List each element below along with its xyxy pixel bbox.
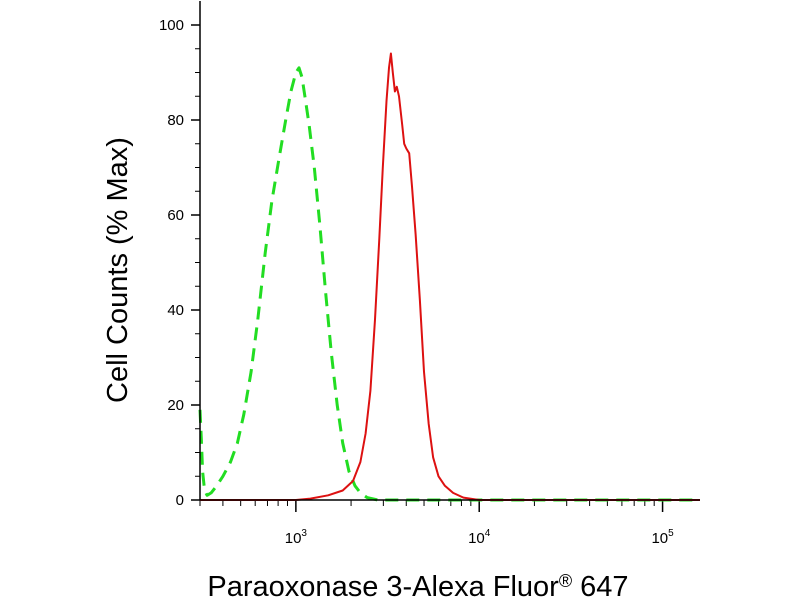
y-tick-label: 100 xyxy=(159,17,184,34)
x-tick-exponent: 3 xyxy=(301,528,307,539)
histogram-solid-red-line xyxy=(200,52,700,501)
y-tick-label: 0 xyxy=(176,492,184,509)
y-tick-label: 80 xyxy=(167,112,184,129)
x-axis-title: Paraoxonase 3-Alexa Fluor® 647 xyxy=(207,571,628,600)
y-axis-title: Cell Counts (% Max) xyxy=(102,137,134,403)
x-tick-base: 10 xyxy=(468,530,485,547)
x-tick-base: 10 xyxy=(651,530,668,547)
y-tick-label: 40 xyxy=(167,302,184,319)
y-axis-ticks: 0 20 40 60 80 100 xyxy=(159,17,200,509)
x-tick-base: 10 xyxy=(285,530,302,547)
x-axis-title-main: Paraoxonase 3-Alexa Fluor xyxy=(207,571,559,600)
series-layer xyxy=(198,52,700,502)
histogram-dashed-green-line xyxy=(198,66,700,502)
y-tick-label: 60 xyxy=(167,207,184,224)
x-tick-label: 105 xyxy=(651,528,674,547)
x-tick-label: 103 xyxy=(285,528,308,547)
y-tick-label: 20 xyxy=(167,397,184,414)
x-axis-title-superscript: ® xyxy=(559,571,572,591)
x-axis-title-suffix: 647 xyxy=(572,571,628,600)
x-tick-label: 104 xyxy=(468,528,491,547)
x-tick-exponent: 4 xyxy=(485,528,491,539)
x-tick-exponent: 5 xyxy=(668,528,674,539)
